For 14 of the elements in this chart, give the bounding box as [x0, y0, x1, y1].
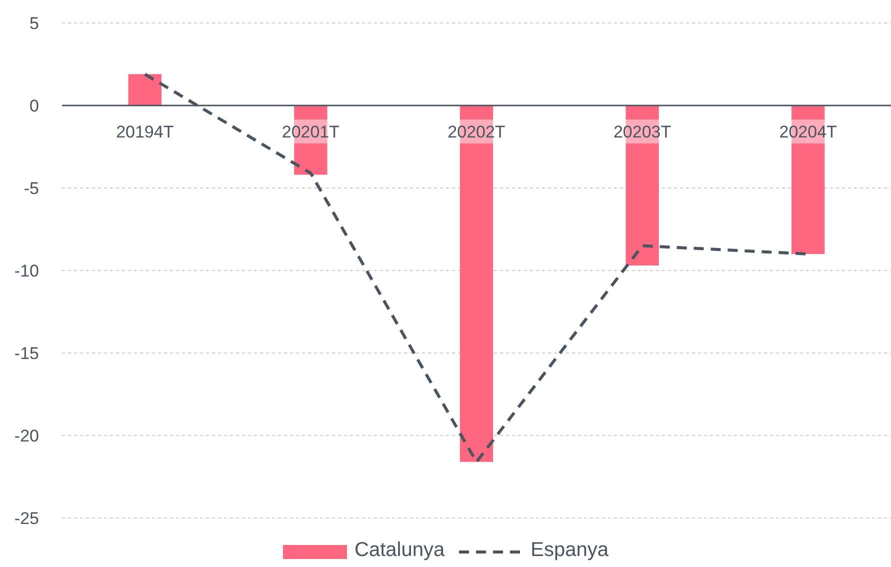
legend-label: Catalunya	[354, 539, 445, 562]
y-tick-label: -5	[24, 179, 39, 198]
legend-label: Espanya	[530, 539, 608, 562]
x-tick-label: 20194T	[116, 122, 174, 142]
y-tick-label: 0	[30, 96, 39, 116]
y-tick-label: -20	[14, 426, 39, 446]
x-tick-label: 20204T	[779, 122, 837, 142]
y-tick-label: -10	[14, 262, 39, 281]
y-tick-label: -25	[14, 509, 39, 528]
x-tick-label: 20201T	[282, 122, 340, 142]
y-tick-label: -15	[14, 344, 39, 364]
y-tick-label: 5	[30, 14, 39, 34]
x-tick-label: 20202T	[448, 122, 506, 142]
x-tick-label: 20203T	[613, 122, 672, 142]
